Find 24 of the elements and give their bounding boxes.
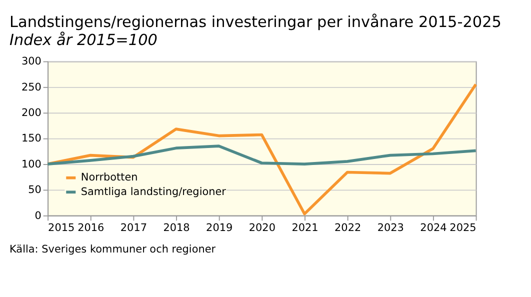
x-tick-label: 2021 bbox=[292, 222, 318, 234]
y-tick-label: 100 bbox=[21, 158, 42, 170]
legend-label: Norrbotten bbox=[80, 172, 138, 184]
legend-label: Samtliga landsting/regioner bbox=[80, 186, 227, 198]
x-tick-label: 2015 bbox=[48, 222, 75, 234]
x-tick-label: 2025 bbox=[450, 222, 476, 234]
chart-title: Landstingens/regionernas investeringar per invånare 2015-2025 bbox=[10, 13, 502, 31]
x-tick-label: 2016 bbox=[78, 222, 104, 234]
text: Källa: Sveriges kommuner och regioner bbox=[10, 244, 216, 256]
y-tick-label: 300 bbox=[21, 56, 42, 68]
y-tick-label: 0 bbox=[34, 210, 42, 222]
x-tick-label: 2019 bbox=[206, 222, 233, 234]
x-tick-label: 2024 bbox=[420, 222, 448, 234]
x-tick-label: 2018 bbox=[163, 222, 190, 234]
y-tick-label: 250 bbox=[21, 81, 42, 94]
line-series bbox=[46, 144, 478, 166]
y-tick-label: 200 bbox=[21, 106, 42, 119]
x-tick-label: 2023 bbox=[377, 222, 404, 234]
y-tick-label: 50 bbox=[28, 184, 42, 196]
y-tick-label: 150 bbox=[21, 132, 42, 145]
x-tick-label: 2020 bbox=[248, 222, 276, 234]
chart-subtitle: Index år 2015=100 bbox=[10, 31, 158, 50]
x-tick-label: 2022 bbox=[334, 222, 362, 234]
x-tick-label: 2017 bbox=[120, 222, 148, 234]
